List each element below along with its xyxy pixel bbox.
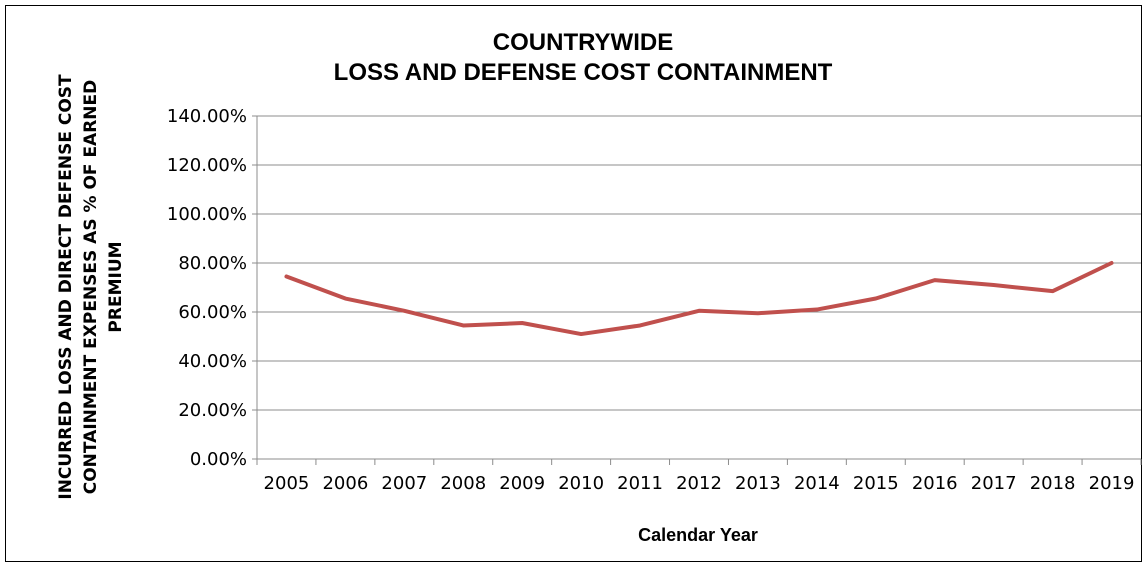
- x-tick-label: 2008: [440, 473, 486, 494]
- y-tick-label: 20.00%: [178, 400, 247, 421]
- x-tick-label: 2005: [264, 473, 310, 494]
- y-tick-label: 120.00%: [167, 155, 247, 176]
- data-point: [403, 310, 405, 312]
- x-tick-label: 2014: [794, 473, 840, 494]
- data-point: [580, 333, 582, 335]
- chart-title: COUNTRYWIDE: [493, 29, 673, 56]
- x-tick-label: 2007: [381, 473, 427, 494]
- data-point: [875, 298, 877, 300]
- gridlines: [257, 115, 1141, 411]
- x-tick-label: 2012: [676, 473, 722, 494]
- x-axis: [256, 116, 1142, 465]
- y-tick-label: 60.00%: [178, 302, 247, 323]
- y-tick-label: 40.00%: [178, 351, 247, 372]
- x-tick-label: 2016: [912, 473, 958, 494]
- data-point: [816, 309, 818, 311]
- chart-frame: COUNTRYWIDE LOSS AND DEFENSE COST CONTAI…: [5, 5, 1142, 562]
- data-point: [757, 312, 759, 314]
- x-tick-label: 2017: [971, 473, 1017, 494]
- line-chart: COUNTRYWIDE LOSS AND DEFENSE COST CONTAI…: [56, 29, 1142, 545]
- data-point: [521, 322, 523, 324]
- data-point: [993, 284, 995, 286]
- data-point: [639, 324, 641, 326]
- y-axis-label-line-2: CONTAINMENT EXPENSES AS % OF EARNED: [81, 80, 101, 495]
- data-point: [934, 279, 936, 281]
- x-tick-label: 2019: [1089, 473, 1135, 494]
- x-tick-label: 2009: [499, 473, 545, 494]
- x-tick-label: 2018: [1030, 473, 1076, 494]
- y-tick-label: 140.00%: [167, 106, 247, 127]
- series-group: [284, 261, 1114, 337]
- y-tick-label: 0.00%: [190, 449, 247, 470]
- x-tick-label: 2006: [322, 473, 368, 494]
- y-tick-label: 80.00%: [178, 253, 247, 274]
- data-point: [1052, 290, 1054, 292]
- y-tick-label: 100.00%: [167, 204, 247, 225]
- chart-subtitle: LOSS AND DEFENSE COST CONTAINMENT: [334, 59, 833, 86]
- x-tick-label: 2011: [617, 473, 663, 494]
- data-point: [1111, 262, 1113, 264]
- data-point: [344, 298, 346, 300]
- data-point: [285, 275, 287, 277]
- data-point: [462, 324, 464, 326]
- y-axis-label-line-1: INCURRED LOSS AND DIRECT DEFENSE COST: [56, 74, 76, 500]
- x-axis-label: Calendar Year: [638, 525, 758, 545]
- x-tick-label: 2015: [853, 473, 899, 494]
- y-tick-labels: 0.00% 20.00% 40.00% 60.00% 80.00% 100.00% 120.…: [167, 106, 257, 470]
- y-axis-label: INCURRED LOSS AND DIRECT DEFENSE COST CO…: [56, 74, 126, 500]
- y-axis-label-line-3: PREMIUM: [106, 241, 126, 332]
- x-tick-label: 2010: [558, 473, 604, 494]
- x-tick-label: 2013: [735, 473, 781, 494]
- data-point: [698, 310, 700, 312]
- series-line: [284, 261, 1114, 337]
- x-tick-labels: 2005 2006 2007 2008 2009 2010 2011 2012 2013 2014…: [264, 473, 1135, 494]
